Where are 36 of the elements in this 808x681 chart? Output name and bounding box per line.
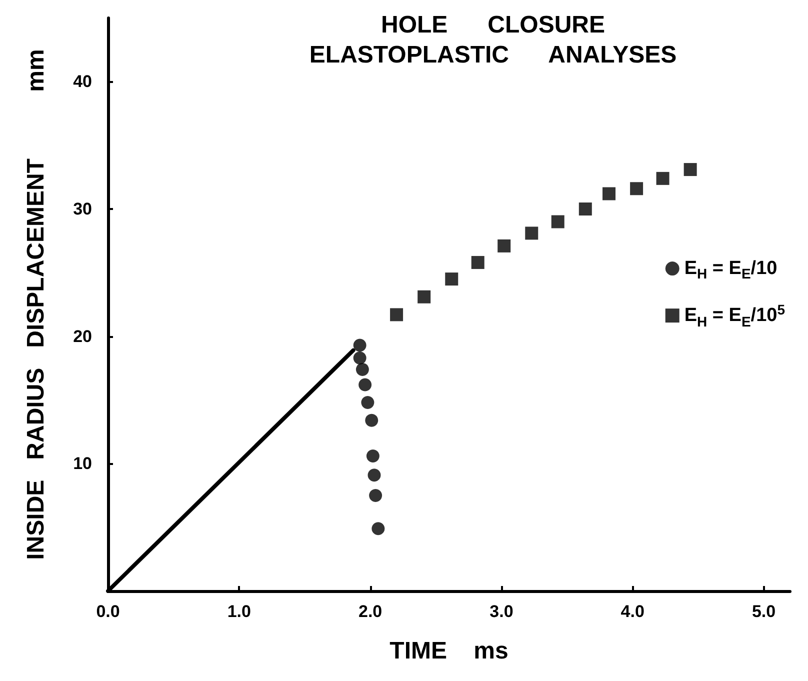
point — [353, 351, 366, 364]
point — [365, 414, 378, 427]
y-tick-label: 20 — [73, 326, 92, 346]
x-tick-label: 2.0 — [358, 602, 382, 621]
point — [390, 308, 404, 322]
chart-title: HOLE CLOSURE — [380, 12, 606, 38]
point — [498, 239, 511, 252]
point — [602, 187, 616, 200]
point — [353, 338, 366, 352]
point — [630, 182, 644, 196]
x-tick-label: 1.0 — [227, 602, 251, 621]
point — [551, 215, 564, 228]
point — [471, 256, 484, 269]
y-tick-label: 10 — [73, 454, 92, 474]
y-tick-label: 40 — [73, 72, 92, 92]
y-axis-title: INSIDE RADIUS DISPLACEMENT mm — [22, 49, 50, 560]
point — [372, 522, 385, 536]
x-tick-label: 3.0 — [490, 602, 514, 621]
point — [369, 489, 382, 502]
point — [525, 226, 538, 240]
point — [368, 468, 381, 482]
point — [418, 290, 431, 304]
point — [684, 163, 697, 176]
point — [361, 396, 374, 410]
point — [445, 272, 458, 286]
point — [656, 172, 670, 185]
x-tick-label: 4.0 — [620, 602, 644, 621]
x-tick-label: 0.0 — [96, 602, 120, 621]
point — [358, 378, 372, 392]
text: ELASTOPLASTIC ANALYSES — [309, 42, 677, 68]
point — [578, 202, 592, 216]
point — [356, 362, 369, 376]
point — [366, 450, 380, 463]
y-tick-label: 30 — [73, 200, 92, 218]
x-axis-title: TIME ms — [390, 638, 508, 664]
x-tick-label: 5.0 — [752, 602, 776, 621]
